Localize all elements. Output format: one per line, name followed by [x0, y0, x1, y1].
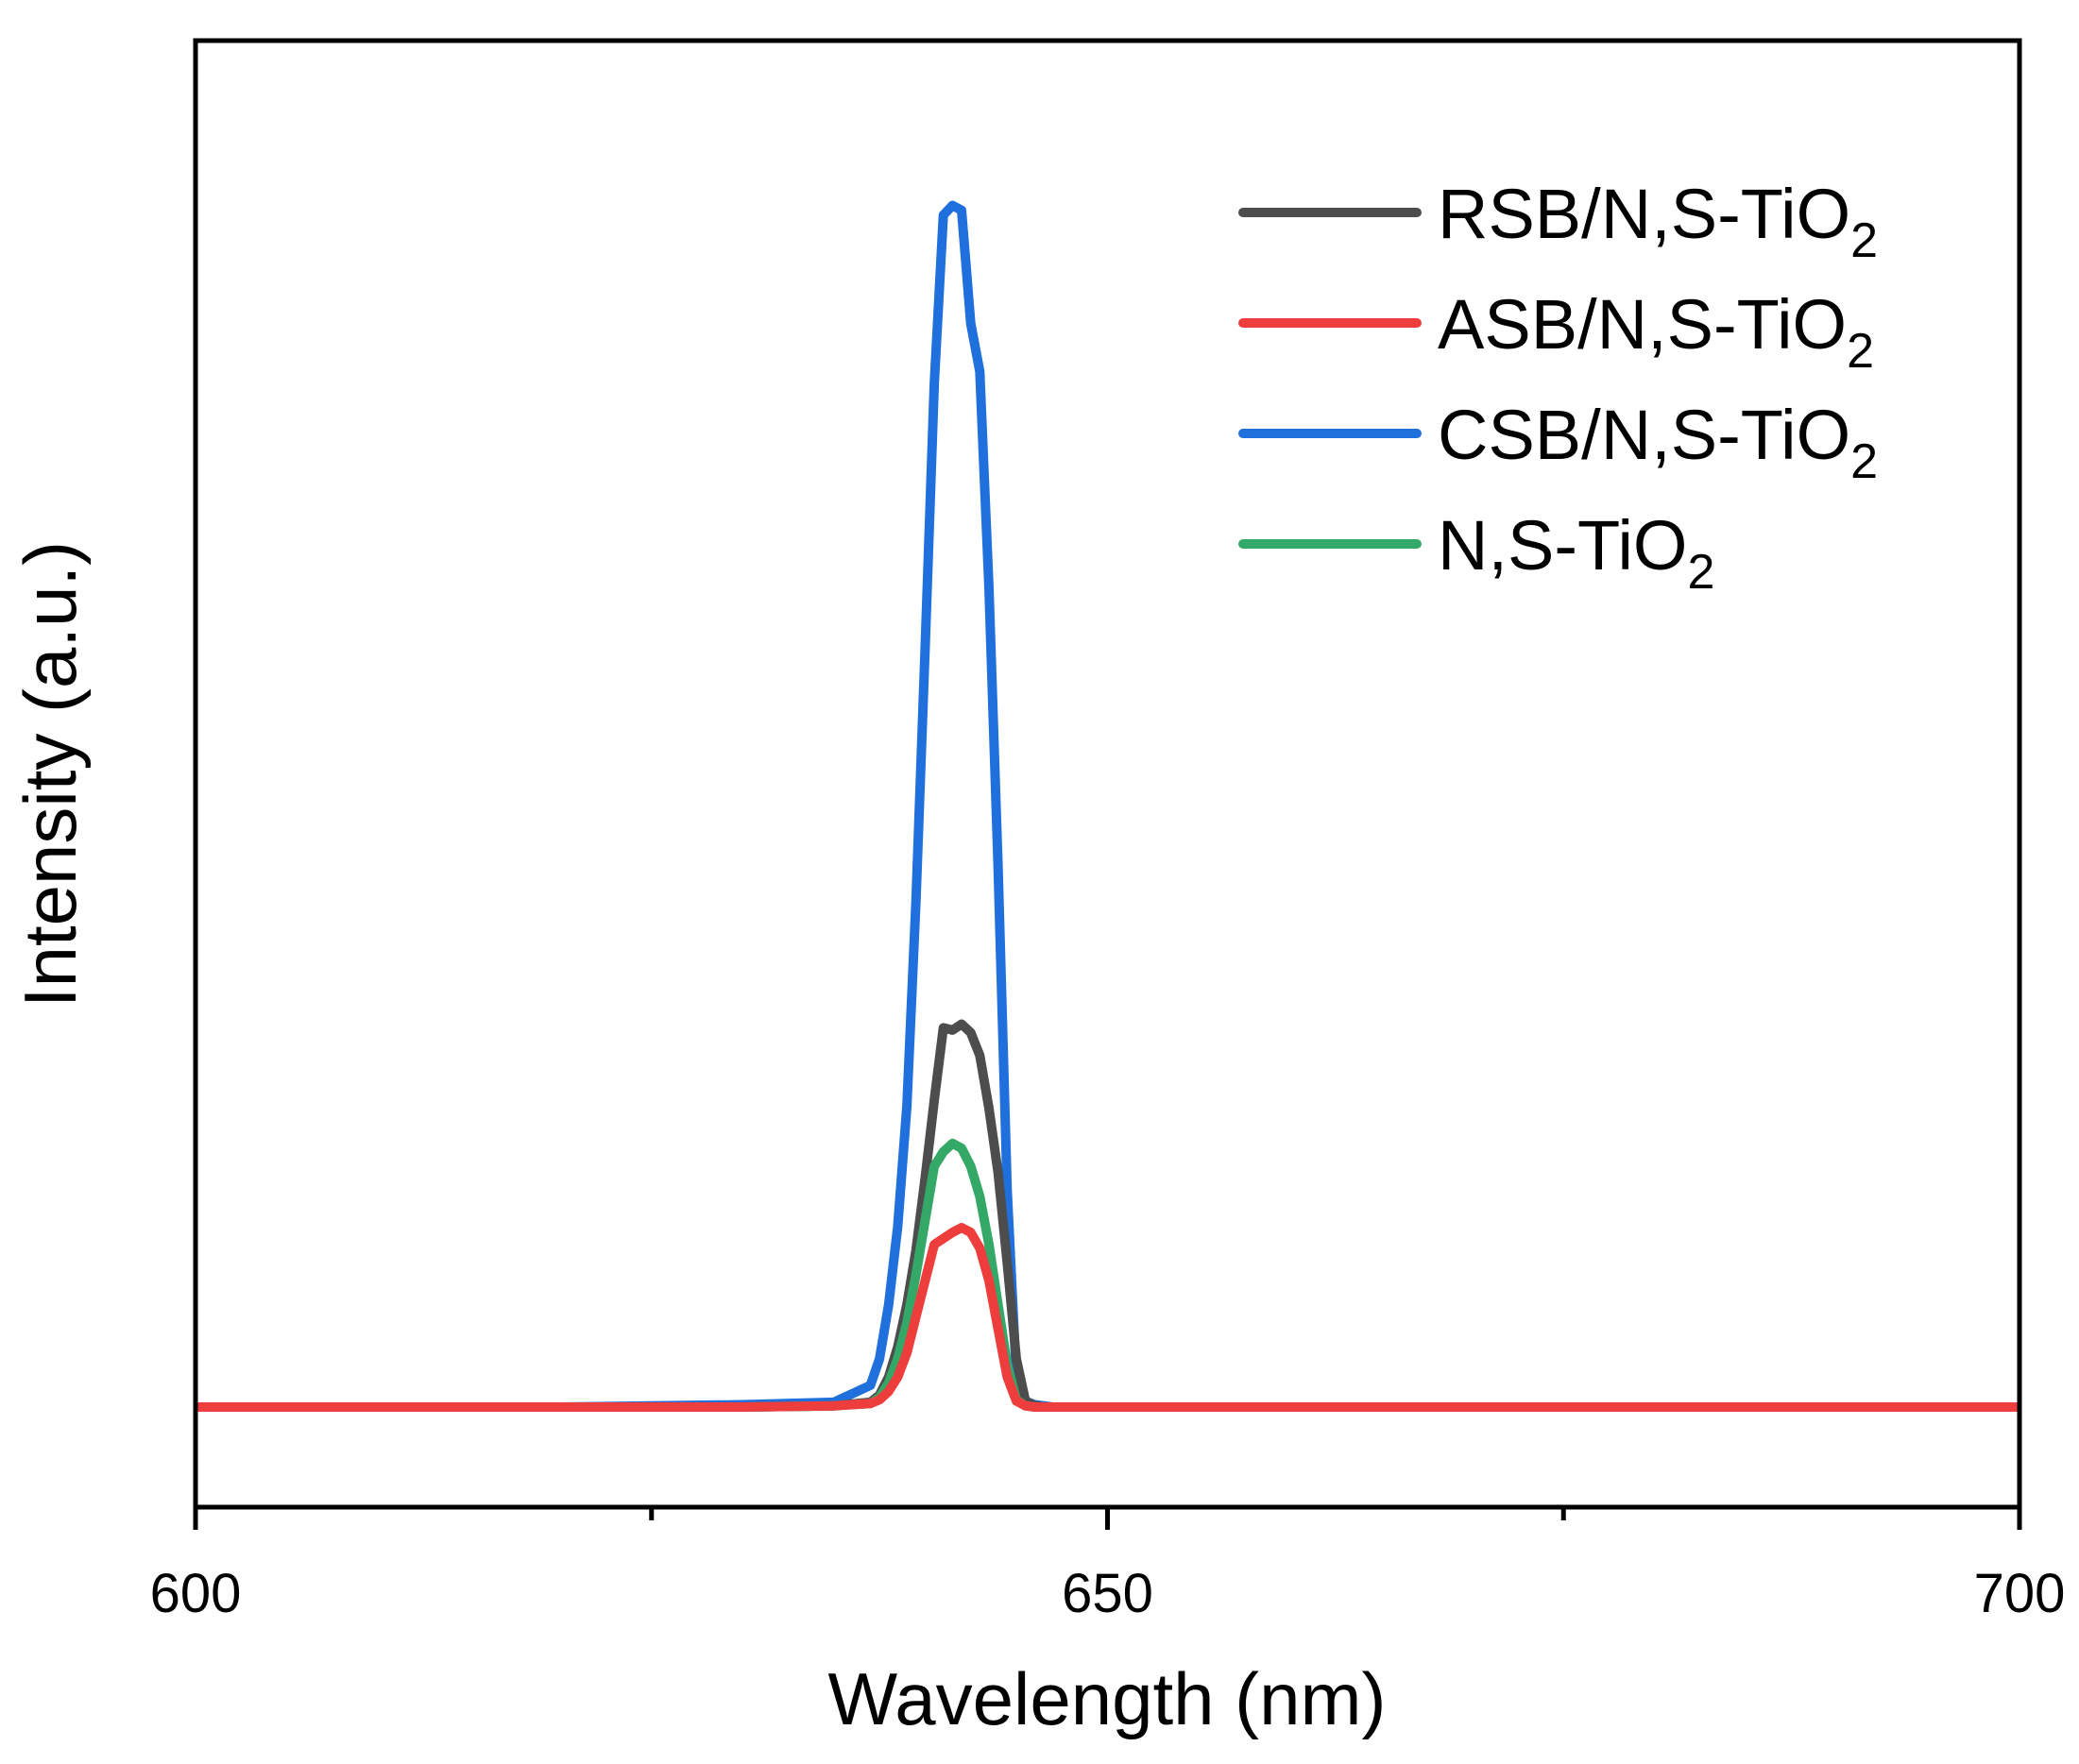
legend-label-csb: CSB/N,S-TiO2	[1438, 396, 1878, 489]
legend-label-rsb: RSB/N,S-TiO2	[1438, 175, 1878, 268]
x-tick-label-700: 700	[1974, 1563, 2066, 1624]
legend-label-asb: ASB/N,S-TiO2	[1438, 285, 1874, 379]
x-axis-title: Wavelength (nm)	[828, 1657, 1387, 1740]
series-layer	[196, 200, 2019, 1412]
legend-item: CSB/N,S-TiO2	[1238, 396, 1878, 489]
legend-item: N,S-TiO2	[1238, 506, 1714, 600]
x-axis-ticks	[193, 1507, 2022, 1530]
x-tick-label-600: 600	[150, 1563, 242, 1624]
y-axis-title: Intensity (a.u.)	[9, 541, 92, 1008]
x-tick-label-650: 650	[1062, 1563, 1153, 1624]
legend-item: RSB/N,S-TiO2	[1238, 175, 1878, 268]
legend: RSB/N,S-TiO2 ASB/N,S-TiO2 CSB/N,S-TiO2 N…	[1238, 175, 1878, 600]
legend-label-ns-tio2: N,S-TiO2	[1438, 506, 1714, 600]
series-line-asb-n-s-tio2	[196, 1223, 2019, 1412]
legend-item: ASB/N,S-TiO2	[1238, 285, 1874, 379]
